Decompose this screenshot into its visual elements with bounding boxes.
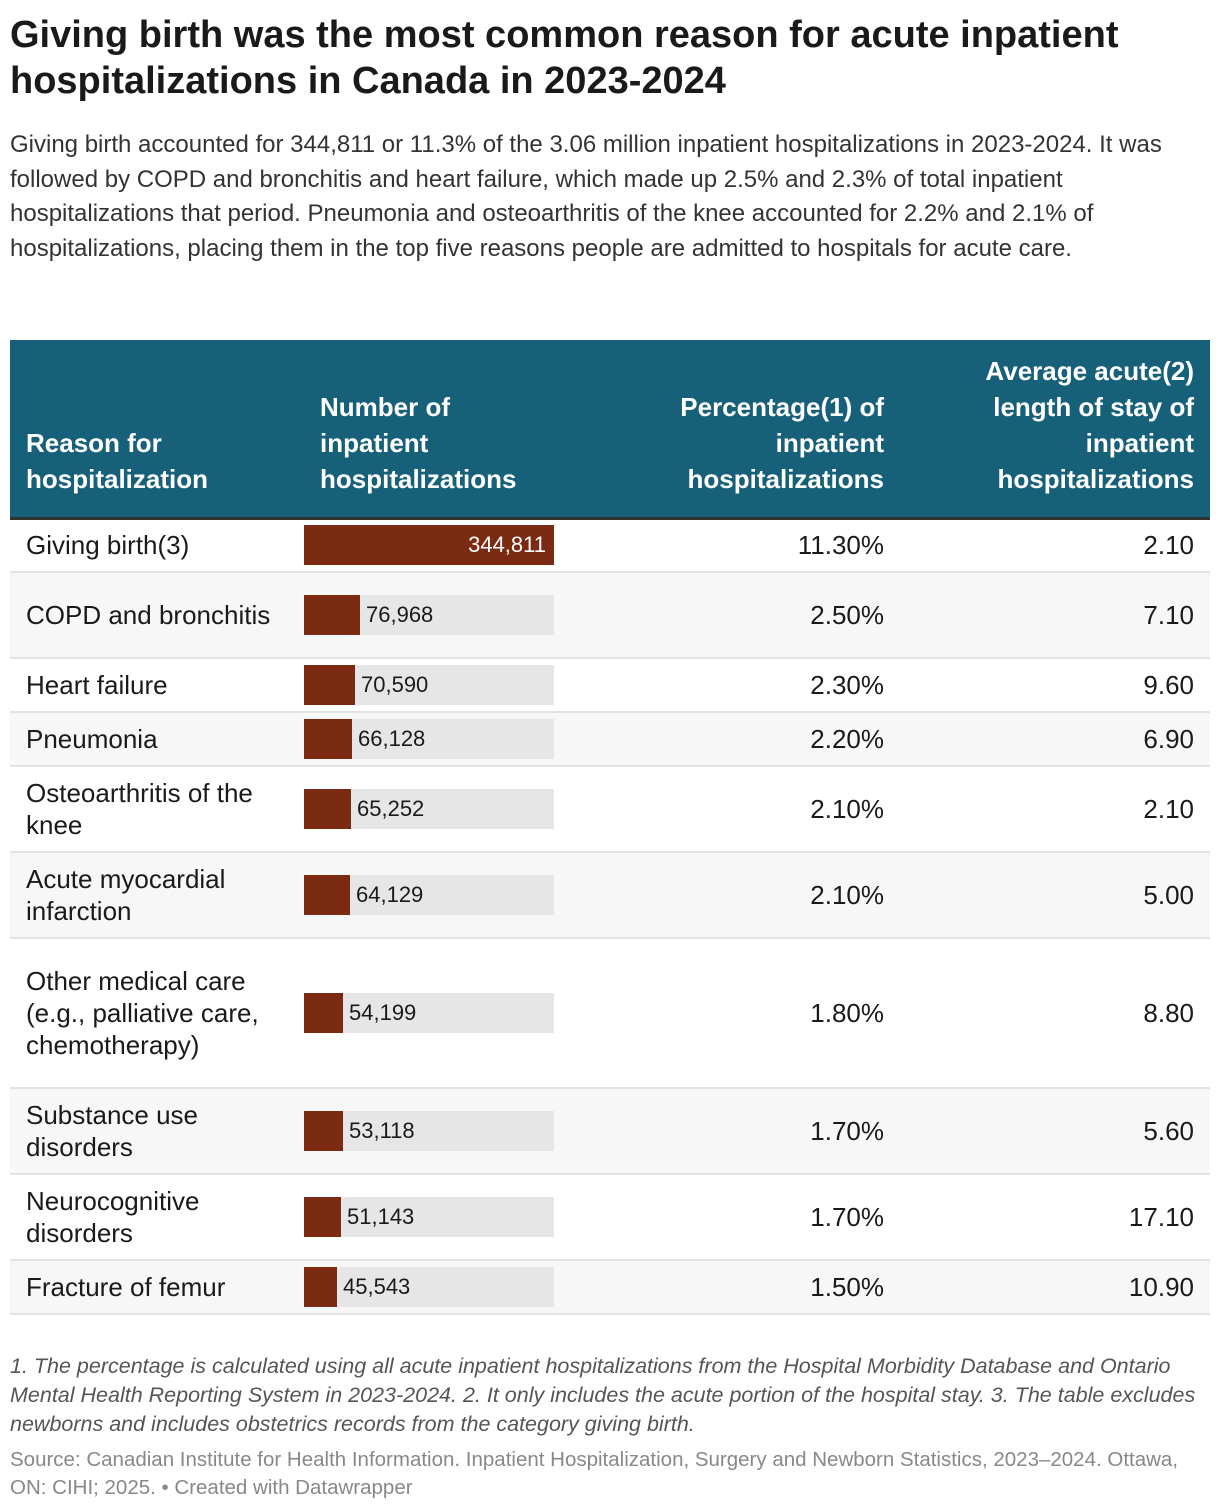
bar-track: 54,199 — [304, 993, 554, 1033]
cell-stay: 2.10 — [900, 518, 1210, 573]
bar-track: 66,128 — [304, 719, 554, 759]
cell-stay: 8.80 — [900, 938, 1210, 1089]
bar-value-label: 66,128 — [358, 726, 426, 751]
data-table-wrapper: Reason for hospitalization Number of inp… — [10, 340, 1210, 1315]
bar — [304, 1267, 337, 1307]
cell-reason: Other medical care (e.g., palliative car… — [10, 938, 304, 1089]
bar-value-label: 70,590 — [361, 672, 429, 697]
cell-percentage: 1.50% — [570, 1260, 900, 1315]
table-row: COPD and bronchitis 76,968 2.50% 7.10 — [10, 572, 1210, 659]
cell-stay: 17.10 — [900, 1174, 1210, 1261]
bar — [304, 525, 554, 566]
footnotes: 1. The percentage is calculated using al… — [10, 1354, 1196, 1436]
cell-number: 51,143 — [304, 1174, 570, 1261]
bar — [304, 1111, 343, 1151]
cell-stay: 9.60 — [900, 658, 1210, 713]
cell-number: 344,811 — [304, 518, 570, 573]
cell-percentage: 11.30% — [570, 518, 900, 573]
cell-percentage: 2.30% — [570, 658, 900, 713]
cell-percentage: 1.70% — [570, 1174, 900, 1261]
cell-reason: Fracture of femur — [10, 1260, 304, 1315]
bar-value-label: 54,199 — [349, 1000, 417, 1025]
cell-number: 53,118 — [304, 1088, 570, 1175]
bar-track: 51,143 — [304, 1197, 554, 1237]
bar-value-label: 51,143 — [347, 1204, 415, 1229]
cell-reason: Osteoarthritis of the knee — [10, 766, 304, 853]
cell-stay: 5.60 — [900, 1088, 1210, 1175]
cell-reason: Giving birth(3) — [10, 518, 304, 573]
data-table: Reason for hospitalization Number of inp… — [10, 340, 1210, 1315]
bar-value-label: 64,129 — [356, 882, 424, 907]
cell-percentage: 2.20% — [570, 712, 900, 767]
cell-stay: 2.10 — [900, 766, 1210, 853]
cell-stay: 5.00 — [900, 852, 1210, 939]
table-row: Giving birth(3) 344,811 11.30% 2.10 — [10, 518, 1210, 573]
bar — [304, 595, 360, 635]
table-body: Giving birth(3) 344,811 11.30% 2.10 COPD… — [10, 518, 1210, 1315]
cell-number: 45,543 — [304, 1260, 570, 1315]
bar-value-label: 344,811 — [468, 532, 546, 558]
chart-subtitle: Giving birth accounted for 344,811 or 11… — [10, 131, 1162, 262]
cell-reason: Heart failure — [10, 658, 304, 713]
header-number[interactable]: Number of inpatient hospitalizations — [304, 340, 570, 520]
bar-track: 65,252 — [304, 789, 554, 829]
cell-number: 65,252 — [304, 766, 570, 853]
header-reason[interactable]: Reason for hospitalization — [10, 340, 304, 520]
table-row: Neurocognitive disorders 51,143 1.70% 17… — [10, 1174, 1210, 1261]
bar-track: 70,590 — [304, 665, 554, 705]
table-header-row: Reason for hospitalization Number of inp… — [10, 340, 1210, 520]
header-stay[interactable]: Average acute(2) length of stay of inpat… — [900, 340, 1210, 520]
bar-value-label: 65,252 — [357, 796, 425, 821]
bar-track: 64,129 — [304, 875, 554, 915]
cell-number: 70,590 — [304, 658, 570, 713]
cell-number: 76,968 — [304, 572, 570, 659]
bar-track: 45,543 — [304, 1267, 554, 1307]
cell-reason: COPD and bronchitis — [10, 572, 304, 659]
cell-reason: Neurocognitive disorders — [10, 1174, 304, 1261]
source-credit: Source: Canadian Institute for Health In… — [10, 1448, 1179, 1499]
cell-reason: Acute myocardial infarction — [10, 852, 304, 939]
bar-value-label: 76,968 — [366, 602, 434, 627]
cell-percentage: 1.80% — [570, 938, 900, 1089]
cell-stay: 6.90 — [900, 712, 1210, 767]
bar-value-label: 45,543 — [343, 1274, 411, 1299]
bar — [304, 1197, 341, 1237]
cell-percentage: 2.10% — [570, 766, 900, 853]
bar — [304, 665, 355, 705]
bar — [304, 789, 351, 829]
cell-reason: Pneumonia — [10, 712, 304, 767]
bar-value-label: 53,118 — [349, 1118, 415, 1143]
table-row: Substance use disorders 53,118 1.70% 5.6… — [10, 1088, 1210, 1175]
bar-track: 344,811 — [304, 525, 554, 566]
cell-number: 66,128 — [304, 712, 570, 767]
bar — [304, 719, 352, 759]
table-row: Other medical care (e.g., palliative car… — [10, 938, 1210, 1089]
table-row: Fracture of femur 45,543 1.50% 10.90 — [10, 1260, 1210, 1315]
cell-number: 54,199 — [304, 938, 570, 1089]
table-row: Pneumonia 66,128 2.20% 6.90 — [10, 712, 1210, 767]
cell-stay: 10.90 — [900, 1260, 1210, 1315]
cell-percentage: 2.10% — [570, 852, 900, 939]
table-row: Osteoarthritis of the knee 65,252 2.10% … — [10, 766, 1210, 853]
cell-number: 64,129 — [304, 852, 570, 939]
bar-track: 53,118 — [304, 1111, 554, 1151]
table-row: Acute myocardial infarction 64,129 2.10%… — [10, 852, 1210, 939]
bar — [304, 875, 350, 915]
bar — [304, 993, 343, 1033]
table-row: Heart failure 70,590 2.30% 9.60 — [10, 658, 1210, 713]
cell-reason: Substance use disorders — [10, 1088, 304, 1175]
header-percentage[interactable]: Percentage(1) of inpatient hospitalizati… — [570, 340, 900, 520]
cell-percentage: 1.70% — [570, 1088, 900, 1175]
cell-stay: 7.10 — [900, 572, 1210, 659]
cell-percentage: 2.50% — [570, 572, 900, 659]
chart-title: Giving birth was the most common reason … — [10, 14, 1119, 102]
bar-track: 76,968 — [304, 595, 554, 635]
